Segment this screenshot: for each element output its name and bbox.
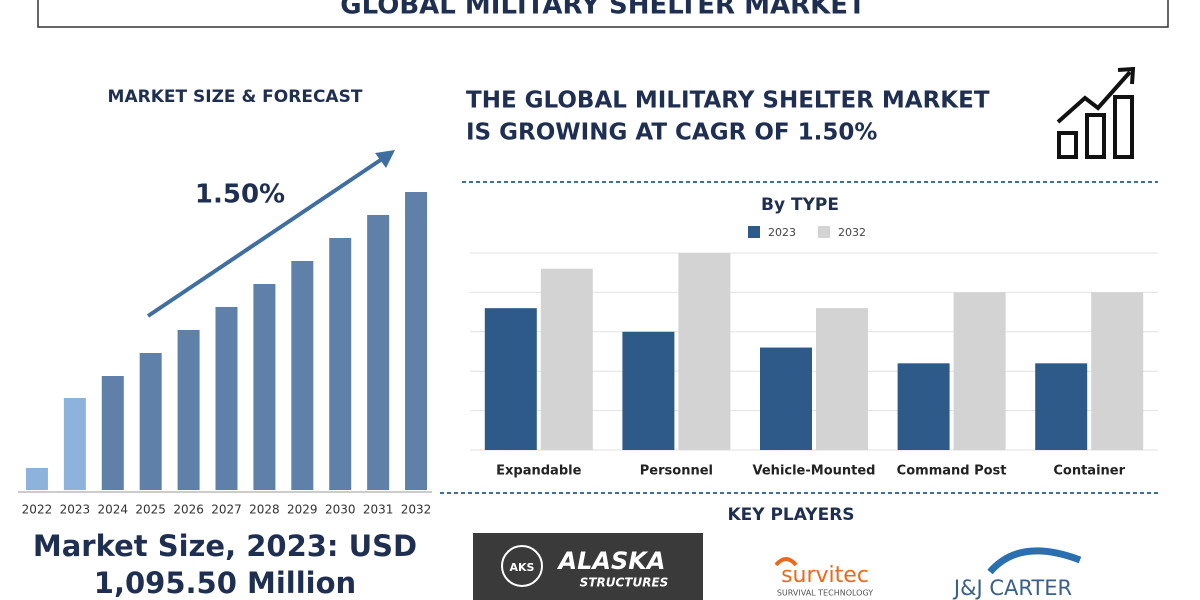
- bar: [484, 308, 537, 450]
- alaska-sub: STRUCTURES: [580, 576, 669, 590]
- x-tick-label: Container: [1053, 464, 1125, 479]
- carter-arc: [987, 547, 1082, 575]
- x-tick-label: 2025: [135, 503, 166, 517]
- growth-icon: [1056, 66, 1136, 159]
- x-tick-label: 2031: [363, 503, 394, 517]
- x-tick-label: 2023: [60, 503, 91, 517]
- bar: [405, 192, 428, 490]
- alaska-name: ALASKA: [557, 547, 666, 575]
- bar: [1035, 363, 1088, 450]
- bar: [1091, 292, 1144, 450]
- bar: [329, 238, 352, 490]
- title-box: [37, 0, 1169, 28]
- bar: [678, 253, 731, 450]
- bar: [367, 215, 390, 490]
- type-chart: By TYPE 2023 2032 Expandable Personnel Vehicl…: [470, 195, 1158, 479]
- x-tick-label: 2028: [249, 503, 280, 517]
- bar: [291, 261, 314, 490]
- bar: [540, 268, 593, 450]
- bar: [25, 468, 48, 490]
- x-tick-label: Vehicle-Mounted: [753, 464, 876, 479]
- x-tick-label: 2029: [287, 503, 318, 517]
- bar: [177, 330, 200, 490]
- arrow-head: [375, 150, 395, 168]
- headline: THE GLOBAL MILITARY SHELTER MARKET: [466, 88, 990, 114]
- bar: [897, 363, 950, 450]
- bar: [139, 353, 162, 490]
- survitec-sub: SURVIVAL TECHNOLOGY: [777, 589, 873, 598]
- bar: [215, 307, 238, 490]
- bar: [101, 376, 124, 490]
- survitec-mark: [774, 557, 798, 567]
- cagr-label: 1.50%: [195, 180, 285, 210]
- alaska-badge: [501, 545, 543, 587]
- x-tick-label: 2032: [401, 503, 432, 517]
- x-tick-label: 2026: [173, 503, 204, 517]
- bar: [63, 398, 86, 490]
- chart-title: By TYPE: [761, 195, 839, 215]
- forecast-heading: MARKET SIZE & FORECAST: [108, 87, 363, 107]
- bar: [622, 331, 675, 450]
- bar: [816, 308, 868, 450]
- bar: [253, 284, 276, 490]
- forecast-chart: 2022 2023 2024 2025 2026 2027 2028 2029 2030 2031…: [22, 192, 432, 517]
- bar: [953, 292, 1006, 450]
- x-tick-label: Expandable: [496, 464, 581, 479]
- legend-label: 2032: [838, 226, 866, 239]
- x-tick-label: Command Post: [897, 464, 1007, 479]
- x-tick-label: 2022: [22, 503, 53, 517]
- market-size: Market Size, 2023: USD: [33, 529, 417, 563]
- legend-swatch: [818, 226, 830, 238]
- x-tick-label: Personnel: [640, 464, 713, 479]
- x-tick-label: 2027: [211, 503, 242, 517]
- key-players-heading: KEY PLAYERS: [727, 505, 854, 525]
- growth-arrow: [146, 155, 387, 318]
- legend-label: 2023: [768, 226, 796, 239]
- title: GLOBAL MILITARY SHELTER MARKET: [340, 0, 866, 21]
- headline: IS GROWING AT CAGR OF 1.50%: [466, 120, 877, 146]
- survitec-name: survitec: [781, 563, 869, 588]
- x-tick-label: 2024: [97, 503, 128, 517]
- bar: [760, 347, 812, 450]
- alaska-logo: [473, 533, 703, 600]
- carter-name: J&J CARTER: [952, 576, 1072, 600]
- alaska-badge-text: AKS: [510, 561, 535, 574]
- x-tick-label: 2030: [325, 503, 356, 517]
- market-size: 1,095.50 Million: [94, 566, 356, 600]
- legend-swatch: [748, 226, 760, 238]
